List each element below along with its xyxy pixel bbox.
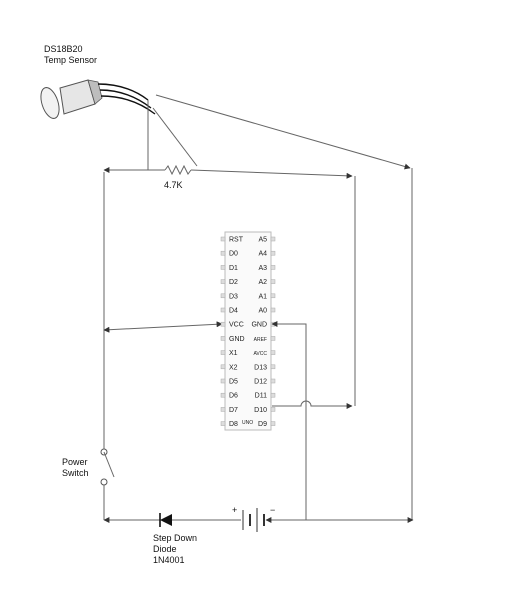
right-pin-label: D12 bbox=[254, 379, 267, 386]
top-rail-right bbox=[190, 169, 353, 179]
resistor-icon bbox=[164, 164, 192, 176]
right-pin-label: GND bbox=[251, 322, 267, 329]
right-pin-label: A5 bbox=[258, 237, 267, 244]
left-pin-stub bbox=[220, 336, 226, 341]
left-pin-label: X2 bbox=[229, 364, 238, 371]
switch-label-line1: Power bbox=[62, 457, 88, 467]
temp-sensor-icon bbox=[40, 79, 156, 119]
left-pin-labels: RST D0 D1 D2 D3 D4 VCC GND X1 X2 D5 D6 D7 D8 bbox=[229, 237, 245, 429]
battery-minus-label: − bbox=[270, 505, 275, 515]
battery-icon bbox=[242, 508, 265, 532]
sensor-label-line2: Temp Sensor bbox=[44, 55, 97, 65]
arduino-chip: RST D0 D1 D2 D3 D4 VCC GND X1 X2 D5 D6 D7 D8 A5 A4 A3 A2… bbox=[220, 231, 276, 431]
left-pin-stub bbox=[220, 378, 226, 384]
right-pin-label: A3 bbox=[258, 265, 267, 272]
diode-icon bbox=[159, 513, 172, 527]
left-pin-label: D8 bbox=[229, 421, 238, 428]
left-pin-stub bbox=[220, 321, 226, 327]
switch-label-line2: Switch bbox=[62, 468, 89, 478]
left-pin-label: D4 bbox=[229, 308, 238, 315]
left-pin-stub bbox=[220, 293, 226, 299]
vcc-link bbox=[103, 321, 223, 333]
left-pin-label: X1 bbox=[229, 350, 238, 357]
right-pin-label: A2 bbox=[258, 279, 267, 286]
right-pin-stub bbox=[270, 279, 276, 284]
diode-label-line2: Diode bbox=[153, 544, 177, 554]
right-pin-label: D9 bbox=[258, 421, 267, 428]
left-pin-label: VCC bbox=[229, 322, 244, 329]
right-pin-label: D11 bbox=[255, 393, 267, 400]
left-pin-label: D6 bbox=[229, 393, 238, 400]
right-pin-label: D13 bbox=[254, 364, 267, 371]
diode-label-line1: Step Down bbox=[153, 533, 197, 543]
left-pin-stub bbox=[220, 407, 226, 412]
right-pin-stubs bbox=[270, 236, 276, 426]
right-pin-stub bbox=[270, 350, 276, 355]
right-pin-label: AREF bbox=[254, 337, 267, 343]
left-pin-stub bbox=[220, 364, 226, 370]
left-pin-stub bbox=[220, 250, 226, 256]
left-pin-stub bbox=[220, 236, 226, 242]
sensor-lead-vdd bbox=[152, 107, 198, 167]
left-pin-stub bbox=[220, 307, 226, 313]
gnd-wire bbox=[271, 321, 307, 520]
d10-data-wire bbox=[272, 400, 353, 409]
right-pin-stub bbox=[270, 421, 276, 426]
left-pin-label: D5 bbox=[229, 379, 238, 386]
diode-label-line3: 1N4001 bbox=[153, 555, 185, 565]
left-pin-label: D3 bbox=[229, 293, 238, 300]
right-pin-stub bbox=[270, 236, 276, 242]
right-pin-stub bbox=[270, 307, 276, 313]
right-pin-label: A4 bbox=[258, 251, 267, 258]
left-pin-stub bbox=[220, 350, 226, 355]
left-pin-stub bbox=[220, 392, 226, 398]
right-pin-stub bbox=[270, 265, 276, 270]
resistor-label: 4.7K bbox=[164, 180, 183, 190]
battery-plus-label: + bbox=[232, 505, 237, 515]
right-pin-label: A0 bbox=[258, 308, 267, 315]
chip-uno-mark: UNO bbox=[242, 420, 253, 426]
left-pin-label: RST bbox=[229, 237, 244, 244]
right-pin-label: D10 bbox=[254, 407, 267, 414]
left-pin-stub bbox=[220, 279, 226, 284]
right-pin-stub bbox=[270, 407, 276, 412]
right-pin-stub bbox=[270, 250, 276, 256]
switch-lever-icon bbox=[103, 451, 115, 478]
right-pin-stub bbox=[270, 293, 276, 299]
left-pin-stub bbox=[220, 265, 226, 270]
left-pin-label: D0 bbox=[229, 251, 238, 258]
switch-terminal-bottom-icon bbox=[100, 478, 108, 486]
right-pin-stub bbox=[270, 378, 276, 384]
right-pin-stub bbox=[270, 336, 276, 341]
left-pin-label: D1 bbox=[229, 265, 238, 272]
right-pin-stub bbox=[270, 392, 276, 398]
right-pin-label: AVCC bbox=[253, 351, 267, 357]
right-pin-label: A1 bbox=[258, 293, 267, 300]
left-pin-label: GND bbox=[229, 336, 245, 343]
sensor-label-line1: DS18B20 bbox=[44, 44, 83, 54]
sensor-lead-ground bbox=[155, 94, 411, 170]
right-pin-labels: A5 A4 A3 A2 A1 A0 GND AREF AVCC D13 D12 D11 D10 D9 bbox=[251, 237, 267, 429]
left-pin-stub bbox=[220, 421, 226, 426]
right-pin-stub bbox=[270, 364, 276, 370]
left-pin-stubs bbox=[220, 236, 226, 426]
left-pin-label: D2 bbox=[229, 279, 238, 286]
left-pin-label: D7 bbox=[229, 407, 238, 414]
